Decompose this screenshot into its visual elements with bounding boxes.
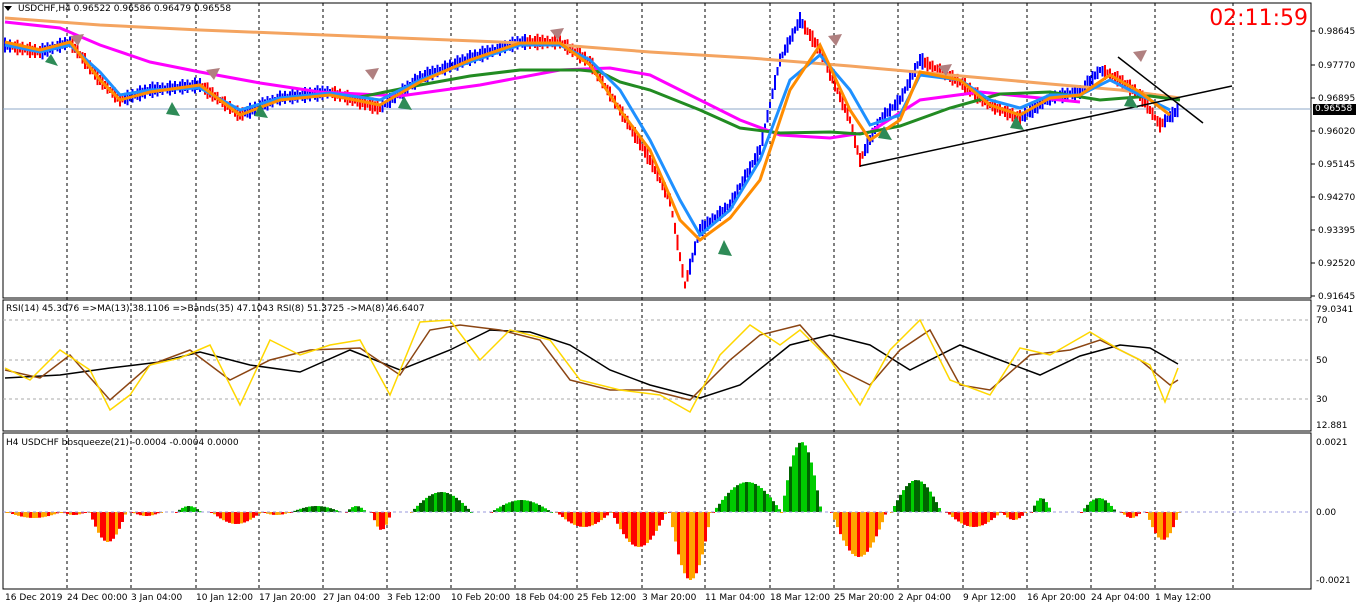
cyan-ma-line	[4, 43, 1171, 238]
rsi-tick: 12.881	[1316, 421, 1348, 431]
time-label: 18 Mar 12:00	[770, 593, 830, 603]
price-tick: 0.93395	[1318, 226, 1355, 236]
signal-arrows	[45, 28, 1147, 256]
rsi-bands-line	[4, 329, 1179, 399]
time-label: 3 Feb 12:00	[387, 593, 441, 603]
rsi-tick: 30	[1316, 395, 1328, 405]
green-ma-line	[359, 68, 1181, 136]
price-tick: 0.92520	[1318, 259, 1355, 269]
time-label: 25 Feb 12:00	[577, 593, 636, 603]
time-label: 10 Jan 12:00	[196, 593, 253, 603]
time-label: 16 Apr 20:00	[1027, 593, 1086, 603]
time-label: 25 Mar 20:00	[834, 593, 894, 603]
fast-ma-line	[4, 40, 1171, 242]
price-panel[interactable]	[2, 2, 1312, 299]
rsi-tick: 79.0341	[1316, 305, 1353, 315]
time-label: 1 May 12:00	[1155, 593, 1211, 603]
rsi-tick: 50	[1316, 356, 1328, 366]
price-tick: 0.97770	[1318, 61, 1355, 71]
countdown-clock: 02:11:59	[1209, 6, 1308, 31]
rsi-label: RSI(14) 45.3076 =>MA(13) 38.1106 =>Bands…	[6, 304, 425, 314]
squeeze-label: H4 USDCHF bbsqueeze(21) -0.0004 -0.0004 …	[6, 438, 239, 448]
price-tick: 0.96895	[1318, 94, 1355, 104]
symbol-info: USDCHF,H4 0.96522 0.96586 0.96479 0.9655…	[18, 4, 232, 14]
time-label: 17 Jan 20:00	[259, 593, 316, 603]
time-label: 18 Feb 04:00	[515, 593, 574, 603]
squeeze-tick: 0.0021	[1316, 438, 1348, 448]
price-tick: 0.98645	[1318, 27, 1355, 37]
time-label: 16 Dec 2019	[5, 593, 63, 603]
time-label: 3 Jan 04:00	[131, 593, 183, 603]
squeeze-tick: 0.00	[1316, 508, 1336, 518]
price-axis: 0.98645 0.97770 0.96895 0.96020 0.95145 0.942…	[1311, 27, 1355, 302]
rsi-line	[4, 318, 1179, 414]
price-tick: 0.95145	[1318, 160, 1355, 170]
price-tick: 0.96020	[1318, 127, 1355, 137]
slow-ma-line	[4, 16, 1181, 100]
time-label: 11 Mar 04:00	[705, 593, 765, 603]
rsi-ma-line	[4, 324, 1179, 402]
chart-menu-icon[interactable]	[4, 6, 12, 11]
time-label: 9 Apr 12:00	[963, 593, 1016, 603]
time-axis: 16 Dec 2019 24 Dec 00:00 3 Jan 04:00 10 Jan…	[5, 593, 1211, 603]
time-label: 24 Dec 00:00	[67, 593, 128, 603]
time-label: 24 Apr 04:00	[1091, 593, 1150, 603]
rsi-tick: 70	[1316, 316, 1328, 326]
resistance-trendline[interactable]	[1117, 56, 1204, 124]
current-price-tag: 0.96558	[1313, 104, 1356, 115]
time-label: 3 Mar 20:00	[642, 593, 697, 603]
price-tick: 0.94270	[1318, 193, 1355, 203]
squeeze-histogram	[5, 442, 1181, 580]
time-label: 10 Feb 20:00	[451, 593, 510, 603]
support-trendline[interactable]	[859, 85, 1233, 167]
time-label: 27 Jan 04:00	[323, 593, 380, 603]
time-label: 2 Apr 04:00	[898, 593, 951, 603]
price-tick: 0.91645	[1318, 292, 1355, 302]
squeeze-tick: -0.0021	[1316, 576, 1351, 586]
squeeze-axis: 0.0021 0.00 -0.0021	[1316, 438, 1351, 586]
